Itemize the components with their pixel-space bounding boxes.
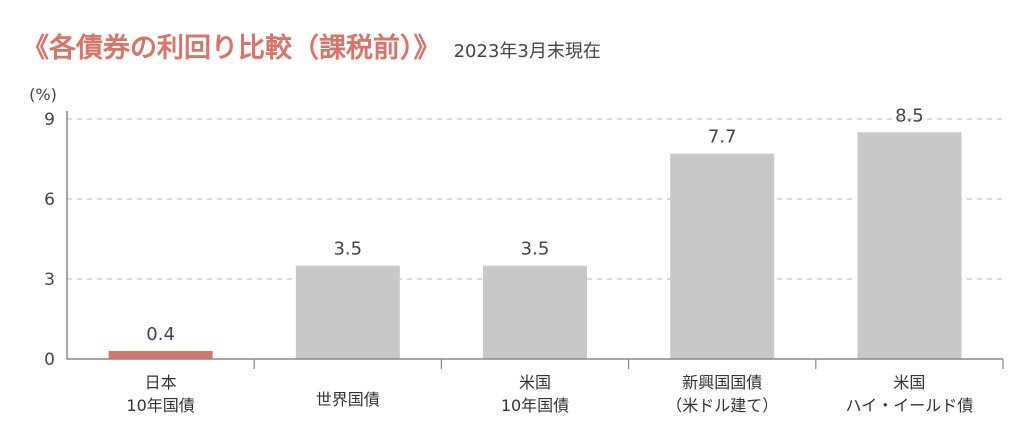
- bar: [108, 351, 213, 359]
- bar-value-label: 7.7: [708, 127, 737, 148]
- bar-value-label: 3.5: [521, 239, 550, 260]
- x-category-label: 日本: [145, 373, 177, 392]
- x-category-label: 新興国国債: [682, 373, 762, 392]
- x-category-label: 10年国債: [501, 396, 569, 415]
- x-category-label: （米ドル建て）: [666, 396, 778, 415]
- bar-value-label: 0.4: [146, 324, 175, 345]
- x-category-label: 米国: [893, 373, 925, 392]
- y-axis-unit-label: (%): [29, 85, 57, 104]
- y-tick-label: 3: [44, 270, 55, 290]
- x-category-label: 10年国債: [126, 396, 194, 415]
- chart-title: 《各債券の利回り比較（課税前）》: [22, 33, 441, 64]
- bar-value-label: 3.5: [333, 239, 362, 260]
- bar: [295, 265, 400, 359]
- bar: [483, 265, 587, 359]
- x-category-label: 米国: [519, 373, 551, 392]
- y-tick-label: 6: [44, 190, 55, 210]
- bar: [670, 153, 775, 359]
- y-tick-label: 0: [44, 350, 55, 370]
- bar-value-label: 8.5: [895, 105, 924, 126]
- y-tick-label: 9: [44, 110, 55, 130]
- x-category-label: ハイ・イールド債: [846, 396, 974, 415]
- bar: [857, 132, 962, 359]
- x-category-label: 世界国債: [316, 390, 380, 409]
- chart-header: 《各債券の利回り比較（課税前）》 2023年3月末現在: [22, 26, 601, 65]
- chart-date: 2023年3月末現在: [453, 41, 601, 62]
